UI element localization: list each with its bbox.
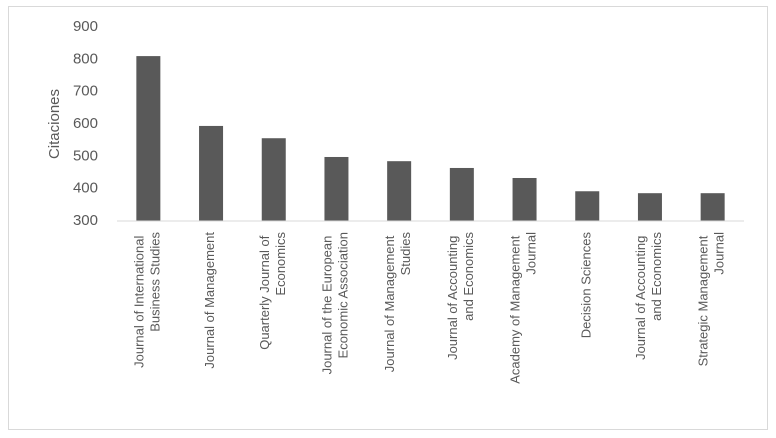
x-tick-label: Journal of International Business Studie… [132,232,163,368]
x-tick-label: Academy of Management Journal [508,232,539,384]
bar [136,56,161,221]
bar [387,161,412,221]
bar [637,193,662,221]
x-tick-label: Journal of Accounting and Economics [633,232,664,360]
x-tick-label: Journal of Accounting and Economics [445,232,476,360]
y-tick-label: 800 [73,50,98,67]
y-tick-label: 900 [73,18,98,35]
bar [199,125,224,221]
x-tick-label: Strategic Management Journal [696,232,727,367]
y-tick-label: 700 [73,83,98,100]
bar [700,193,725,221]
x-tick-label: Quarterly Journal of Economics [257,232,288,350]
y-tick-label: 500 [73,147,98,164]
x-tick-label: Journal of Management Studies [383,232,414,373]
y-tick-label: 600 [73,115,98,132]
bar [575,191,600,221]
bar [261,138,286,221]
x-tick-label: Journal of the European Economic Associa… [320,232,351,374]
x-tick-label: Decision Sciences [579,232,594,339]
y-tick-label: 400 [73,180,98,197]
y-tick-label: 300 [73,212,98,229]
x-tick-label: Journal of Management [202,232,217,369]
bar [512,177,537,221]
y-axis-title: Citaciones [46,89,63,159]
bar [449,167,474,221]
bar [324,156,349,221]
